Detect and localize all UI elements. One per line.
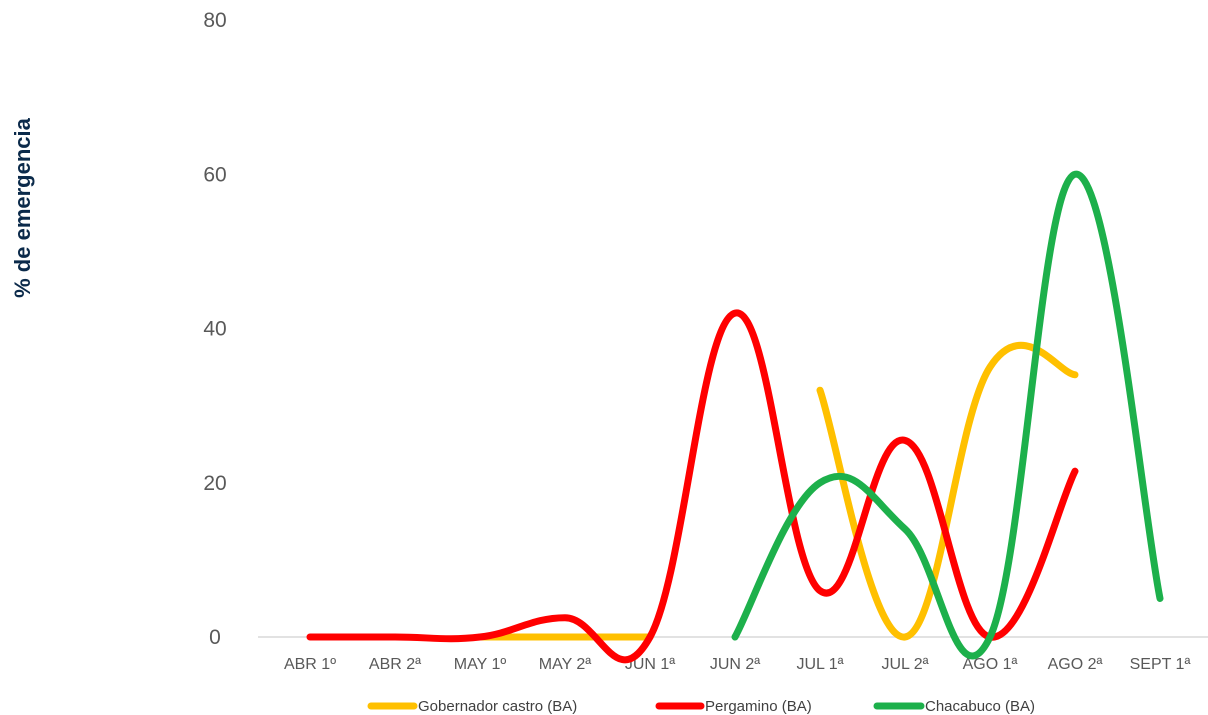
- x-tick-label: ABR 2ª: [369, 656, 421, 673]
- y-axis-label-group: % de emergencia: [10, 117, 35, 298]
- series-line-1: [306, 309, 1079, 664]
- x-tick-label: AGO 2ª: [1048, 656, 1103, 673]
- x-tick-label: JUN 1ª: [625, 656, 675, 673]
- y-tick-label: 40: [203, 318, 226, 341]
- legend-label-2: Chacabuco (BA): [925, 698, 1035, 715]
- y-tick-label: 20: [203, 472, 226, 495]
- series-lines: [306, 170, 1164, 664]
- y-axis-label: % de emergencia: [10, 117, 35, 298]
- x-axis-ticks: ABR 1º ABR 2ª MAY 1º MAY 2ª JUN 1ª JUN 2ª JUL …: [284, 656, 1191, 673]
- legend: Gobernador castro (BA) Pergamino (BA) Chac…: [367, 698, 1035, 715]
- series-line-0: [816, 341, 1079, 641]
- x-tick-label: MAY 2ª: [539, 656, 592, 673]
- y-tick-label: 0: [209, 626, 221, 649]
- legend-label-0: Gobernador castro (BA): [418, 698, 577, 715]
- x-tick-label: JUL 2ª: [881, 656, 928, 673]
- x-tick-label: ABR 1º: [284, 656, 336, 673]
- y-tick-label: 80: [203, 9, 226, 32]
- y-tick-label: 60: [203, 163, 226, 186]
- x-tick-label: MAY 1º: [454, 656, 507, 673]
- x-tick-label: JUN 2ª: [710, 656, 760, 673]
- series-line-2: [731, 170, 1164, 660]
- y-axis-ticks: 0 20 40 60 80: [203, 9, 226, 649]
- x-tick-label: JUL 1ª: [796, 656, 843, 673]
- x-tick-label: SEPT 1ª: [1130, 656, 1191, 673]
- legend-label-1: Pergamino (BA): [705, 698, 812, 715]
- x-tick-label: AGO 1ª: [963, 656, 1018, 673]
